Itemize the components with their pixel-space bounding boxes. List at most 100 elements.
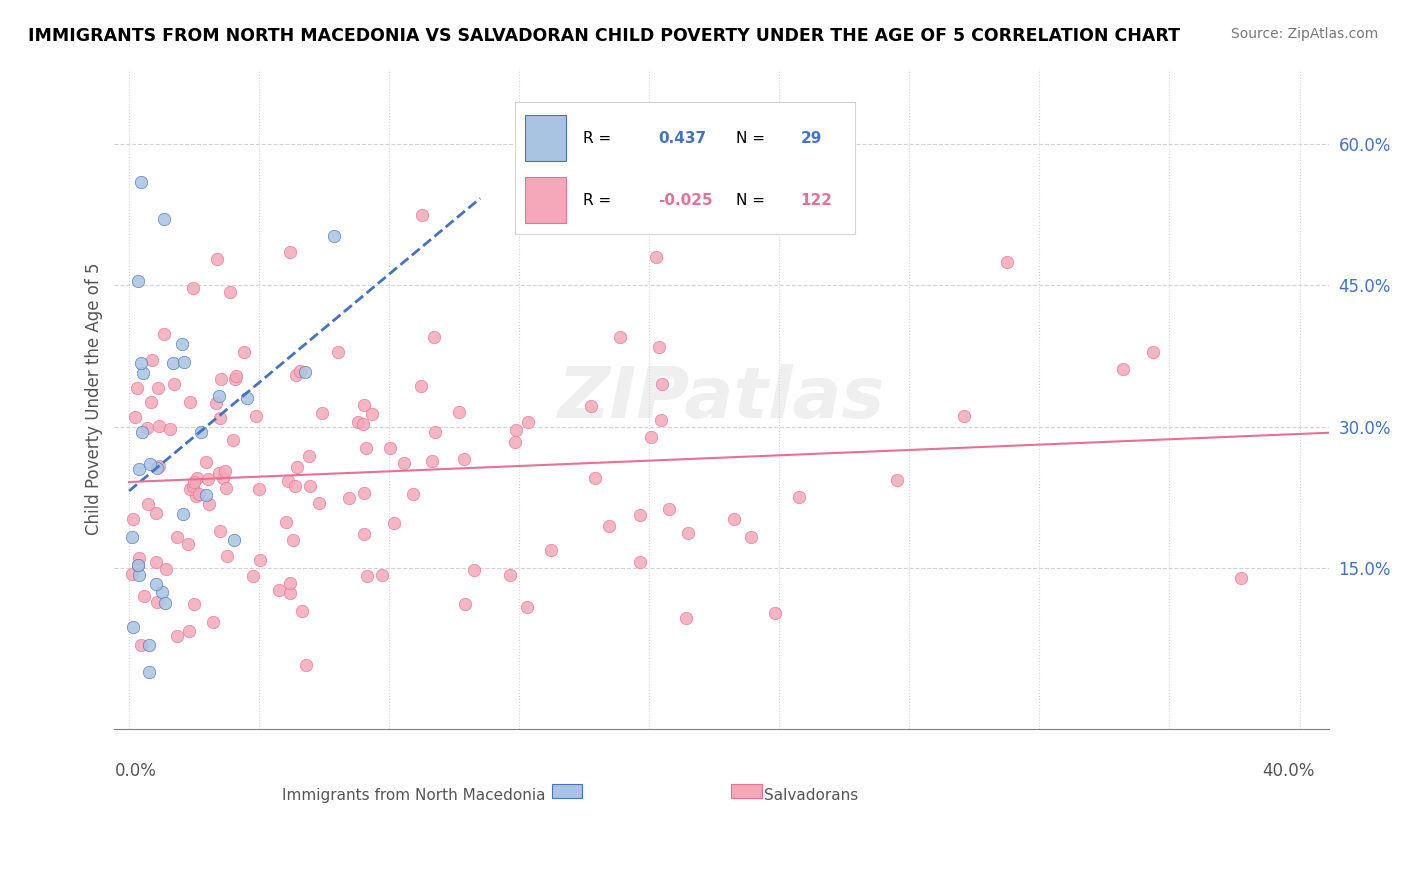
Point bbox=[308, 496, 330, 510]
Point bbox=[249, 552, 271, 566]
Point bbox=[245, 409, 267, 423]
FancyBboxPatch shape bbox=[731, 784, 762, 798]
Point bbox=[121, 620, 143, 634]
Point bbox=[658, 501, 681, 516]
Point bbox=[153, 212, 176, 227]
Point bbox=[155, 562, 177, 576]
Point bbox=[285, 459, 308, 474]
Point bbox=[128, 462, 150, 476]
Point bbox=[181, 479, 204, 493]
Point bbox=[294, 657, 316, 672]
Point bbox=[499, 568, 522, 582]
Point bbox=[454, 598, 477, 612]
Point bbox=[148, 459, 170, 474]
Point bbox=[148, 419, 170, 434]
Point bbox=[1230, 571, 1253, 585]
Point bbox=[198, 496, 221, 510]
Point bbox=[128, 568, 150, 582]
Point bbox=[298, 449, 321, 463]
Point bbox=[136, 497, 159, 511]
Point bbox=[181, 281, 204, 295]
Point bbox=[166, 529, 188, 543]
Point bbox=[136, 420, 159, 434]
Point bbox=[146, 595, 169, 609]
Point bbox=[186, 470, 208, 484]
Point bbox=[222, 434, 245, 448]
Point bbox=[579, 399, 602, 413]
Point bbox=[353, 398, 375, 412]
Point bbox=[201, 615, 224, 629]
Point bbox=[249, 482, 271, 496]
Point bbox=[208, 466, 231, 480]
Point bbox=[583, 470, 606, 484]
Text: Immigrants from North Macedonia: Immigrants from North Macedonia bbox=[283, 789, 546, 804]
Point bbox=[411, 379, 433, 393]
Point bbox=[540, 543, 562, 558]
Point bbox=[124, 409, 146, 424]
Point bbox=[516, 600, 538, 615]
Point bbox=[166, 629, 188, 643]
Point bbox=[382, 516, 405, 531]
Point bbox=[1111, 362, 1133, 376]
Point bbox=[278, 575, 301, 590]
FancyBboxPatch shape bbox=[551, 784, 582, 798]
Point bbox=[150, 584, 173, 599]
Point bbox=[172, 337, 194, 351]
Point bbox=[723, 512, 745, 526]
Point bbox=[212, 471, 235, 485]
Point bbox=[177, 537, 200, 551]
Point bbox=[378, 441, 401, 455]
Point bbox=[145, 506, 167, 520]
Point bbox=[648, 340, 671, 354]
Point bbox=[208, 524, 231, 538]
Point bbox=[353, 527, 375, 541]
Point bbox=[447, 405, 470, 419]
Point bbox=[346, 415, 368, 429]
Point bbox=[121, 567, 143, 582]
Point bbox=[214, 464, 236, 478]
Point bbox=[598, 519, 620, 533]
Point bbox=[356, 569, 378, 583]
Point bbox=[503, 435, 526, 450]
Text: Source: ZipAtlas.com: Source: ZipAtlas.com bbox=[1230, 27, 1378, 41]
Point bbox=[290, 364, 312, 378]
Point bbox=[127, 274, 149, 288]
Point bbox=[159, 422, 181, 436]
Point bbox=[425, 425, 447, 440]
Point bbox=[131, 425, 153, 439]
Point bbox=[651, 377, 673, 392]
Point bbox=[172, 507, 194, 521]
Point bbox=[122, 512, 145, 526]
Point bbox=[402, 487, 425, 501]
Point bbox=[141, 395, 163, 409]
Point bbox=[153, 596, 176, 610]
Point bbox=[953, 409, 976, 424]
Point bbox=[138, 638, 160, 652]
Point bbox=[609, 330, 631, 344]
Point bbox=[186, 489, 208, 503]
Point bbox=[209, 372, 232, 386]
Point bbox=[337, 491, 360, 505]
Point bbox=[138, 665, 160, 680]
Point bbox=[208, 389, 231, 403]
Point bbox=[516, 415, 538, 429]
Point bbox=[392, 456, 415, 470]
Point bbox=[505, 423, 527, 437]
Point bbox=[628, 508, 651, 522]
Point bbox=[1142, 344, 1164, 359]
Point bbox=[281, 533, 304, 547]
Point bbox=[145, 461, 167, 475]
Point bbox=[276, 516, 298, 530]
Point bbox=[285, 368, 308, 383]
Point bbox=[232, 344, 254, 359]
Point bbox=[129, 356, 152, 370]
Point bbox=[370, 567, 392, 582]
Point bbox=[205, 396, 228, 410]
Point bbox=[360, 407, 382, 421]
Point bbox=[131, 639, 153, 653]
Point bbox=[278, 585, 301, 599]
Point bbox=[146, 381, 169, 395]
Point bbox=[195, 488, 218, 502]
Point bbox=[190, 425, 212, 440]
Point bbox=[222, 533, 245, 547]
